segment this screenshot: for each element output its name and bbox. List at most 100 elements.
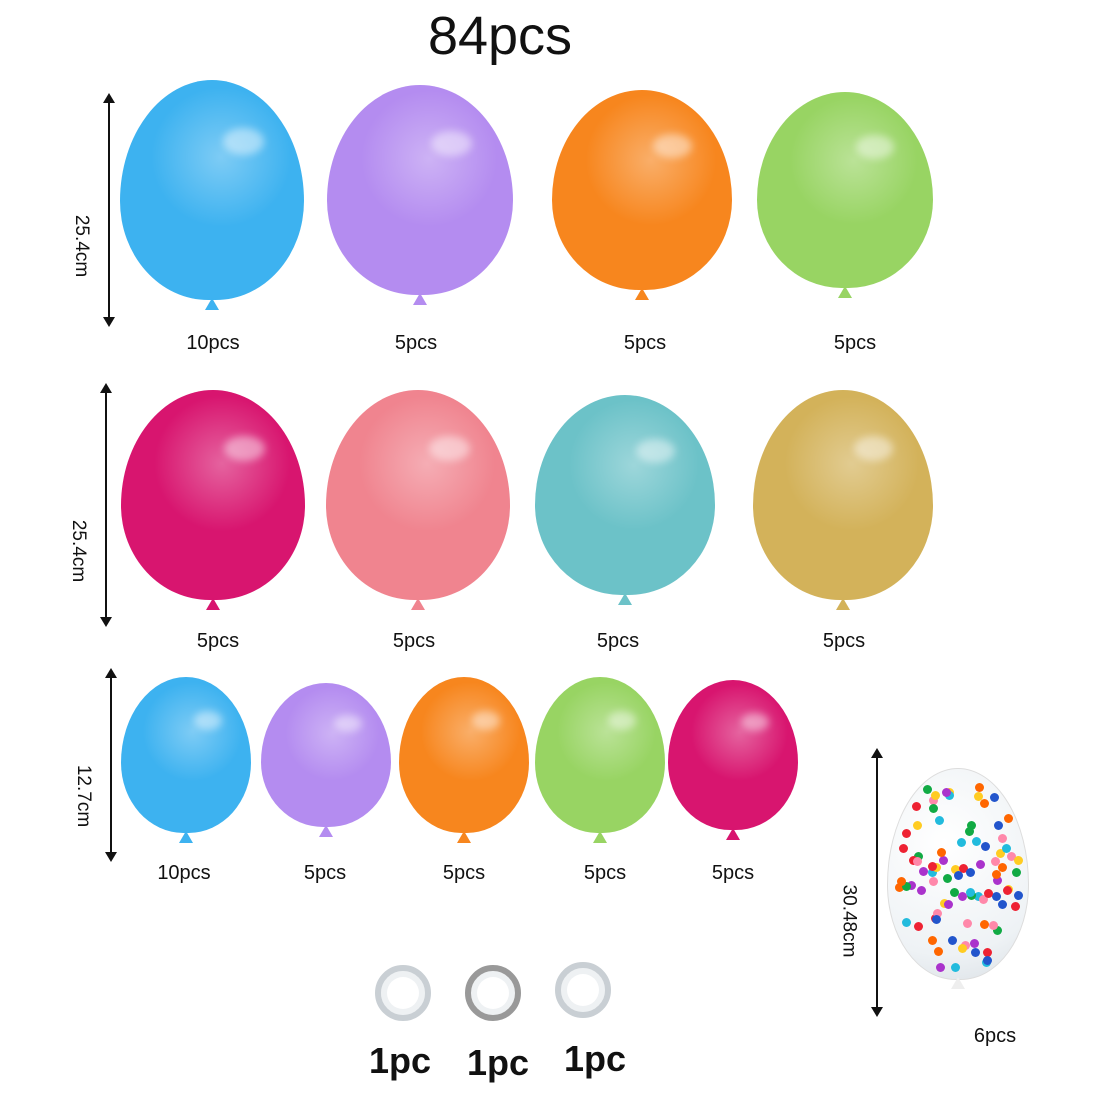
dimension-label-row1: 25.4cm bbox=[70, 215, 92, 277]
balloon bbox=[399, 677, 529, 833]
count-label: 1pc bbox=[564, 1038, 626, 1080]
dimension-arrow bbox=[108, 95, 110, 325]
confetti-dot bbox=[975, 783, 984, 792]
dimension-arrow bbox=[110, 670, 112, 860]
confetti-dot bbox=[972, 837, 981, 846]
count-label: 5pcs bbox=[443, 862, 485, 885]
balloon-highlight bbox=[194, 711, 223, 730]
confetti-dot bbox=[936, 963, 945, 972]
balloon-highlight bbox=[653, 134, 693, 158]
balloon-highlight bbox=[334, 715, 363, 732]
count-label: 5pcs bbox=[393, 630, 435, 653]
balloon bbox=[121, 390, 305, 600]
count-label: 5pcs bbox=[197, 630, 239, 653]
count-label: 10pcs bbox=[186, 332, 239, 355]
confetti-dot bbox=[919, 867, 928, 876]
confetti-dot bbox=[913, 857, 922, 866]
confetti-dot bbox=[1014, 856, 1023, 865]
count-label: 5pcs bbox=[712, 862, 754, 885]
confetti-dot bbox=[914, 922, 923, 931]
confetti-dot bbox=[990, 793, 999, 802]
confetti-dot bbox=[954, 871, 963, 880]
balloon-highlight bbox=[429, 436, 469, 461]
balloon-highlight bbox=[608, 711, 637, 730]
arch-strip-tape-icon bbox=[465, 965, 521, 1021]
confetti-dot bbox=[965, 827, 974, 836]
balloon-highlight bbox=[224, 436, 264, 461]
count-label: 5pcs bbox=[304, 862, 346, 885]
confetti-dot bbox=[942, 788, 951, 797]
balloon bbox=[757, 92, 933, 288]
balloon bbox=[327, 85, 513, 295]
balloon-highlight bbox=[636, 439, 676, 463]
confetti-dot bbox=[934, 947, 943, 956]
confetti-dot bbox=[1012, 868, 1021, 877]
dimension-label-row2: 25.4cm bbox=[67, 520, 89, 582]
glue-dot-tape-icon bbox=[375, 965, 431, 1021]
confetti-dot bbox=[939, 856, 948, 865]
confetti-dot bbox=[928, 862, 937, 871]
confetti-dot bbox=[931, 791, 940, 800]
confetti-dot bbox=[974, 792, 983, 801]
dimension-arrow bbox=[105, 385, 107, 625]
confetti-dot bbox=[948, 936, 957, 945]
count-label: 5pcs bbox=[624, 332, 666, 355]
count-label: 1pc bbox=[467, 1042, 529, 1084]
confetti-dot bbox=[929, 877, 938, 886]
confetti-dot bbox=[983, 956, 992, 965]
confetti-dot bbox=[932, 915, 941, 924]
confetti-dot bbox=[984, 889, 993, 898]
confetti-dot bbox=[970, 939, 979, 948]
balloon-highlight bbox=[431, 131, 472, 156]
confetti-dot bbox=[991, 857, 1000, 866]
dimension-label-confetti: 30.48cm bbox=[837, 885, 859, 958]
balloon bbox=[535, 677, 665, 833]
confetti-dot bbox=[912, 802, 921, 811]
confetti-balloon bbox=[887, 768, 1029, 980]
balloon bbox=[668, 680, 798, 830]
confetti-dot bbox=[1003, 886, 1012, 895]
balloon bbox=[326, 390, 510, 600]
confetti-dot bbox=[902, 829, 911, 838]
confetti-dot bbox=[971, 948, 980, 957]
confetti-dot bbox=[998, 834, 1007, 843]
confetti-dot bbox=[958, 944, 967, 953]
confetti-dot bbox=[966, 868, 975, 877]
confetti-dot bbox=[998, 900, 1007, 909]
balloon bbox=[261, 683, 391, 827]
confetti-dot bbox=[943, 874, 952, 883]
dimension-arrow bbox=[876, 750, 878, 1015]
confetti-dot bbox=[899, 844, 908, 853]
confetti-dot bbox=[994, 821, 1003, 830]
glue-dot-roll-icon bbox=[555, 962, 611, 1018]
balloon-highlight bbox=[472, 711, 501, 730]
confetti-dot bbox=[989, 921, 998, 930]
count-label: 6pcs bbox=[974, 1025, 1016, 1048]
dimension-label-row3: 12.7cm bbox=[72, 765, 94, 827]
confetti-dot bbox=[1011, 902, 1020, 911]
confetti-dot bbox=[976, 860, 985, 869]
confetti-dot bbox=[981, 842, 990, 851]
count-label: 10pcs bbox=[157, 862, 210, 885]
confetti-dot bbox=[929, 804, 938, 813]
confetti-dot bbox=[1014, 891, 1023, 900]
count-label: 5pcs bbox=[597, 630, 639, 653]
confetti-dot bbox=[963, 919, 972, 928]
balloon bbox=[535, 395, 715, 595]
count-label: 5pcs bbox=[834, 332, 876, 355]
count-label: 5pcs bbox=[823, 630, 865, 653]
balloon-highlight bbox=[741, 713, 770, 731]
balloon-highlight bbox=[223, 128, 263, 154]
count-label: 5pcs bbox=[584, 862, 626, 885]
confetti-dot bbox=[944, 900, 953, 909]
confetti-dot bbox=[937, 848, 946, 857]
confetti-dot bbox=[935, 816, 944, 825]
confetti-dot bbox=[928, 936, 937, 945]
total-count-title: 84pcs bbox=[0, 5, 1000, 67]
balloon bbox=[753, 390, 933, 600]
balloon bbox=[120, 80, 304, 300]
confetti-dot bbox=[902, 918, 911, 927]
balloon bbox=[552, 90, 732, 290]
confetti-dot bbox=[913, 821, 922, 830]
count-label: 5pcs bbox=[395, 332, 437, 355]
